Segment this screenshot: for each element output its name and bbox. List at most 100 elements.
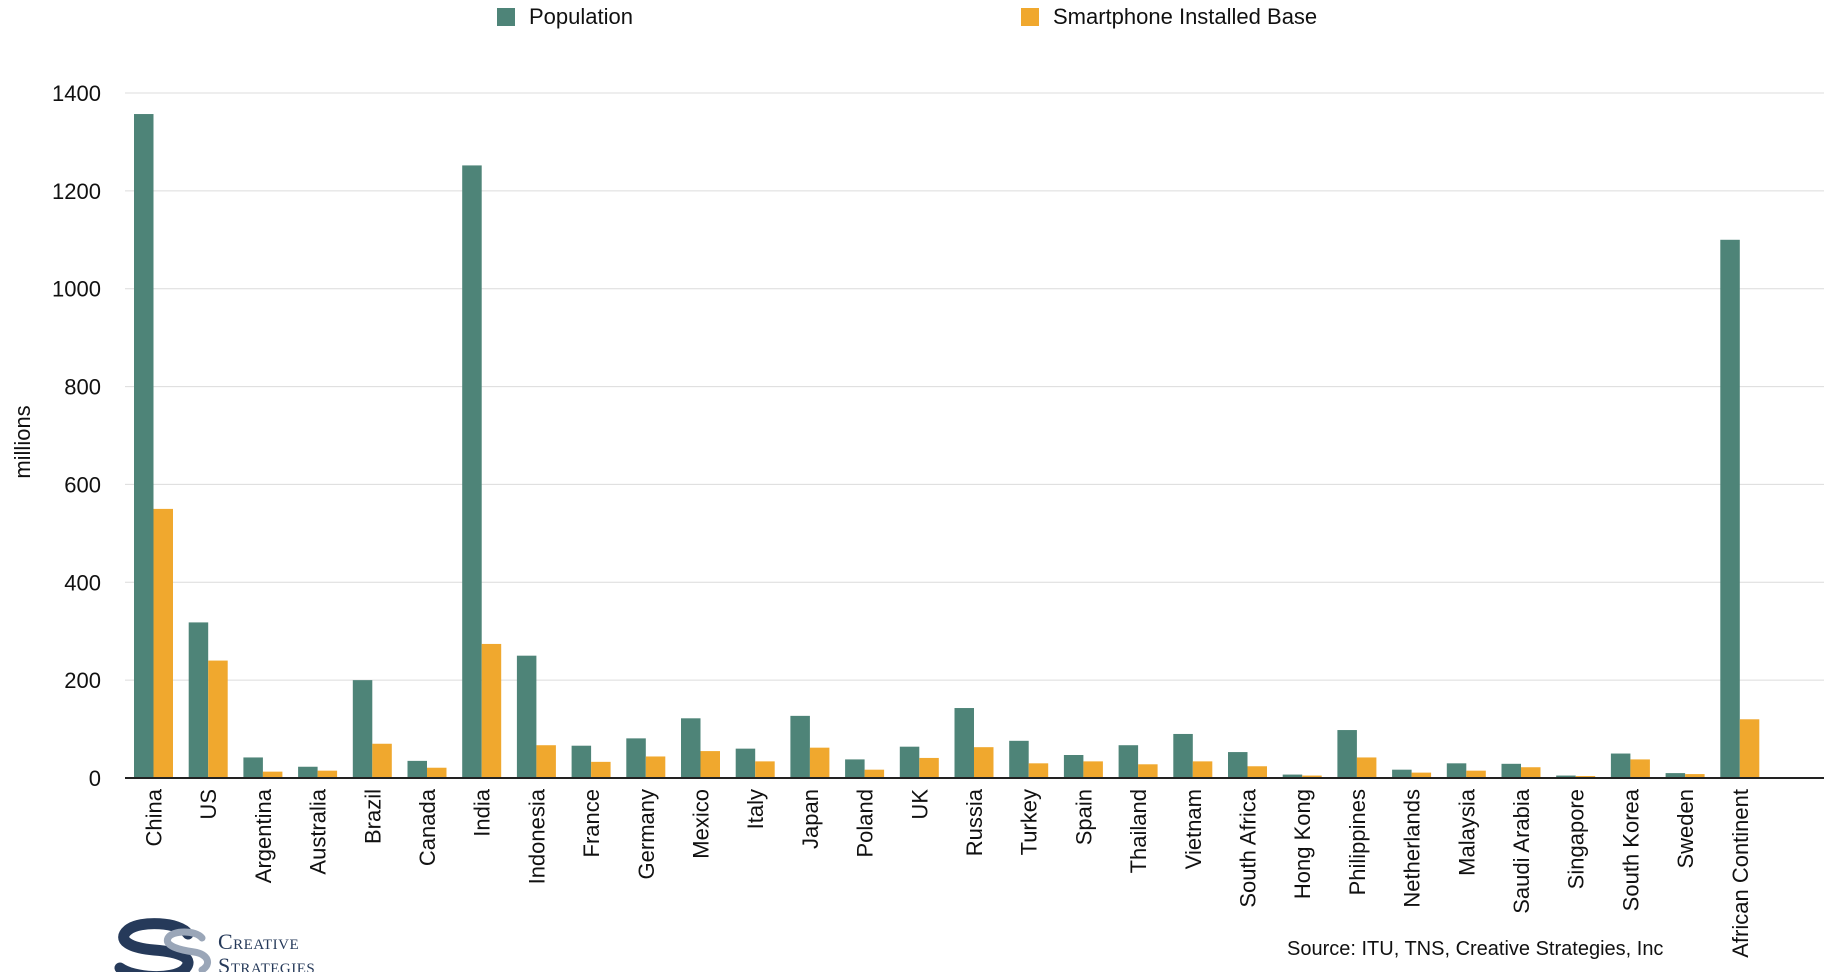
smartphone-bar (1356, 757, 1377, 778)
population-bar (352, 680, 373, 778)
y-tick-label: 0 (89, 766, 101, 791)
legend-label-population: Population (529, 4, 633, 29)
legend-item-population: Population (497, 4, 633, 30)
x-tick-label: Indonesia (524, 788, 549, 884)
x-tick-label: Hong Kong (1290, 789, 1315, 899)
x-tick-label: South Korea (1618, 788, 1643, 911)
x-tick-label: UK (907, 789, 932, 820)
population-bar (1228, 752, 1248, 778)
logo-line-1: Creative (218, 929, 300, 954)
x-tick-label: Philippines (1345, 789, 1370, 895)
y-tick-label: 1200 (52, 179, 101, 204)
x-tick-label: Mexico (689, 789, 714, 859)
x-tick-label: Singapore (1564, 789, 1589, 889)
x-tick-label: Brazil (360, 789, 385, 844)
population-bar (516, 655, 537, 778)
smartphone-bar (591, 761, 611, 778)
smartphone-bar (536, 745, 556, 778)
population-bar (243, 757, 263, 778)
gridlines (125, 92, 1824, 681)
smartphone-bar (1466, 770, 1486, 778)
source-note: Source: ITU, TNS, Creative Strategies, I… (1287, 938, 1664, 960)
smartphone-bar (1411, 772, 1432, 778)
x-tick-label: Germany (634, 789, 659, 879)
smartphone-bar (153, 508, 173, 778)
population-bar (954, 708, 974, 778)
population-bar (1063, 755, 1084, 778)
population-bar (1556, 775, 1576, 778)
population-bar (681, 718, 701, 778)
population-bar (1610, 753, 1631, 778)
x-tick-label: France (579, 789, 604, 857)
x-tick-label: Poland (853, 789, 878, 858)
population-swatch (497, 8, 515, 26)
y-tick-label: 1000 (52, 277, 101, 302)
smartphone-bar (208, 660, 228, 778)
legend-item-smartphone: Smartphone Installed Base (1021, 4, 1317, 30)
x-tick-label: Thailand (1126, 789, 1151, 873)
x-tick-label: Sweden (1673, 789, 1698, 869)
smartphone-bar (809, 747, 830, 778)
population-bar (899, 746, 920, 778)
population-bar (1337, 730, 1357, 778)
y-axis-ticks: 0 200 400 600 800 1000 1200 1400 (52, 81, 101, 791)
smartphone-bar (317, 770, 338, 778)
logo-text: Creative Strategies (218, 930, 315, 972)
population-bar (1009, 740, 1029, 778)
population-bar (462, 165, 482, 778)
x-tick-label: Spain (1071, 789, 1096, 845)
x-tick-label: Australia (306, 788, 331, 874)
smartphone-bar (1685, 774, 1705, 778)
legend: Population Smartphone Installed Base (0, 4, 1824, 36)
legend-label-smartphone: Smartphone Installed Base (1053, 4, 1318, 29)
smartphone-bar (1192, 761, 1213, 778)
smartphone-bar (919, 757, 939, 778)
y-tick-label: 1400 (52, 81, 101, 106)
population-bar (298, 766, 318, 778)
smartphone-bar (481, 643, 502, 778)
x-tick-label: Japan (798, 789, 823, 849)
population-bar (1392, 769, 1412, 778)
x-axis-labels: China US Argentina Australia Brazil Canada Ind… (142, 788, 1753, 958)
population-bar (735, 748, 756, 778)
smartphone-bar (974, 747, 994, 778)
logo-mark-icon (114, 918, 211, 972)
y-tick-label: 800 (64, 375, 101, 400)
x-tick-label: Netherlands (1400, 789, 1425, 908)
x-tick-label: US (196, 789, 221, 820)
x-tick-label: Saudi Arabia (1509, 788, 1534, 914)
x-tick-label: Argentina (251, 788, 276, 883)
population-bar (407, 760, 427, 778)
smartphone-bar (262, 771, 283, 778)
x-tick-label: Turkey (1017, 789, 1042, 855)
smartphone-bar (700, 751, 720, 778)
smartphone-bar (864, 769, 885, 778)
x-tick-label: Canada (415, 788, 440, 866)
smartphone-bar (1138, 764, 1158, 778)
x-tick-label: Russia (962, 788, 987, 856)
smartphone-bar (372, 743, 392, 778)
population-bar (1665, 773, 1686, 778)
smartphone-bar (1247, 766, 1267, 778)
logo-line-2: Strategies (218, 953, 316, 972)
population-bar (134, 114, 154, 778)
y-tick-label: 200 (64, 668, 101, 693)
smartphone-bar (427, 767, 447, 778)
smartphone-bar (1302, 775, 1322, 778)
bars (134, 114, 1760, 779)
smartphone-bar (755, 761, 775, 778)
x-tick-label: India (470, 788, 495, 836)
population-bar (626, 738, 646, 778)
population-bar (790, 715, 810, 778)
y-axis-label: millions (10, 405, 35, 478)
smartphone-bar (1028, 763, 1049, 778)
smartphone-bar (645, 756, 666, 778)
population-bar (571, 745, 592, 778)
x-tick-label: Italy (743, 789, 768, 829)
y-tick-label: 400 (64, 570, 101, 595)
creative-strategies-logo: Creative Strategies (110, 918, 340, 972)
population-bar (1720, 239, 1740, 779)
smartphone-bar (1083, 761, 1103, 778)
x-tick-label: Malaysia (1454, 788, 1479, 876)
